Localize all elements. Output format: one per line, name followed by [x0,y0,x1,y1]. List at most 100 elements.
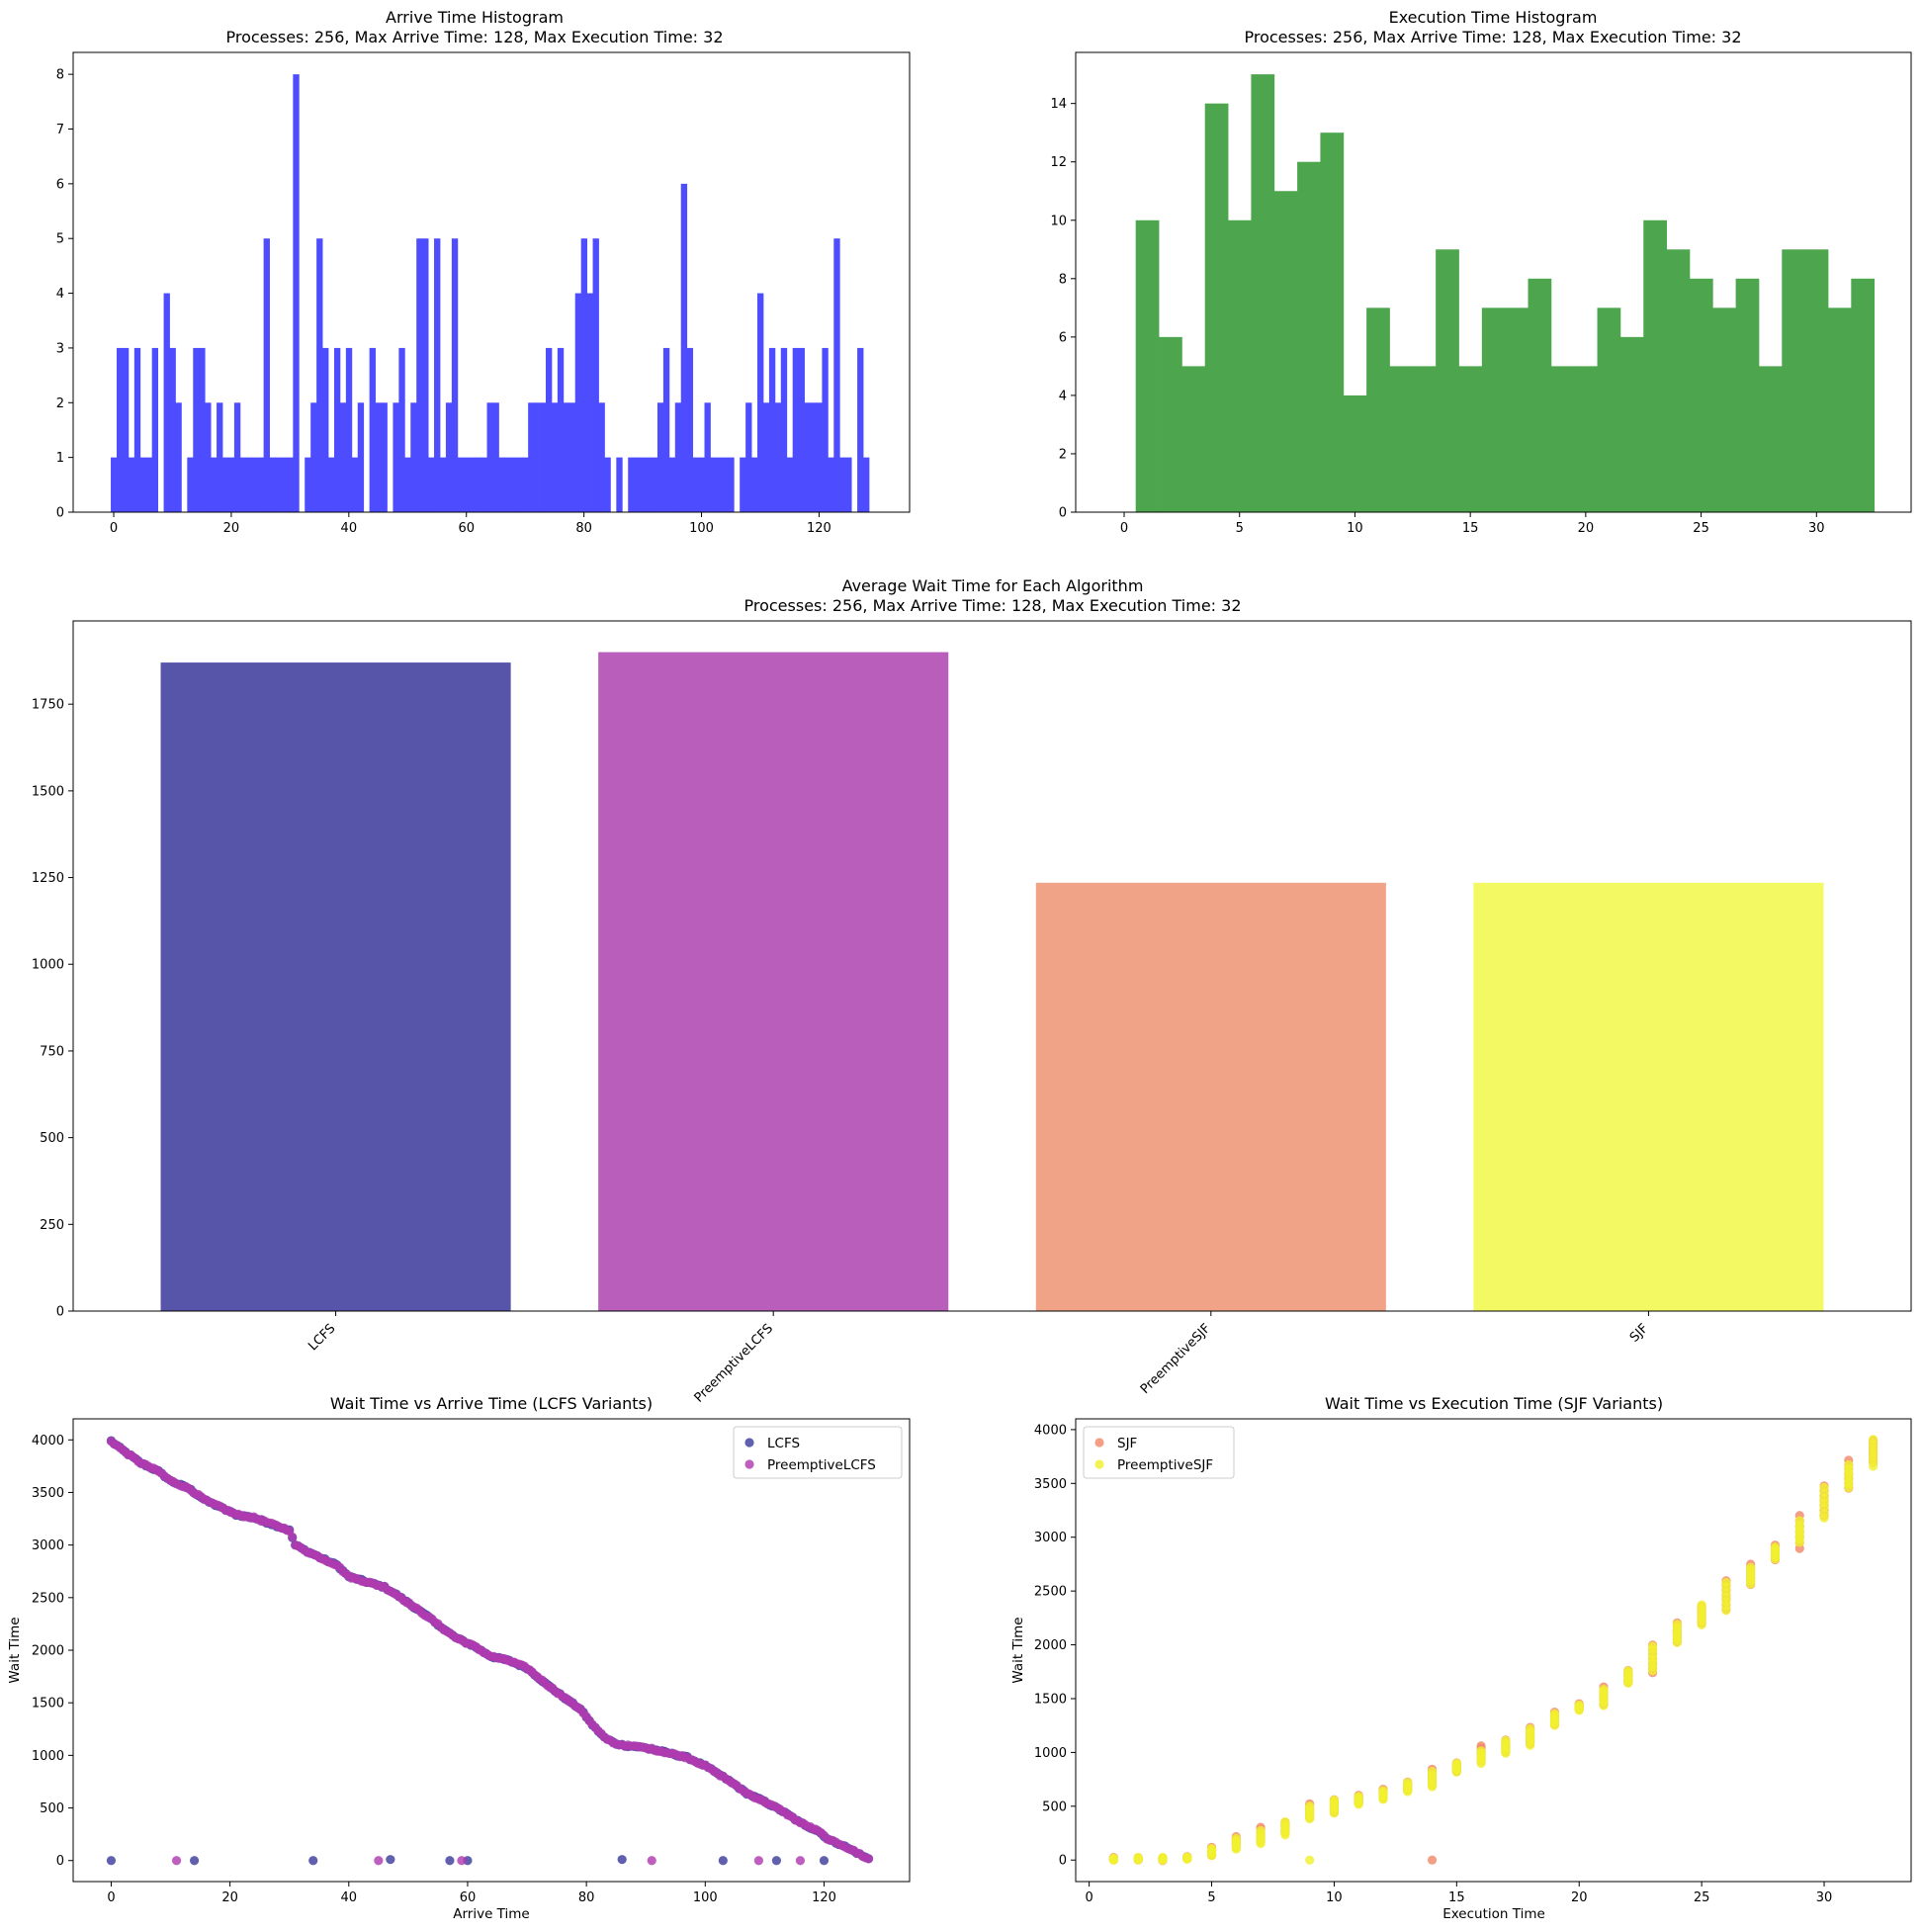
arrive_hist-ytick-label: 1 [56,451,64,466]
sjf-point-preemptivesjf [1329,1795,1340,1805]
avg-wait-ytick-label: 250 [40,1218,64,1233]
arrive_hist-bar [798,347,805,512]
sjf-legend: SJF PreemptiveSJF [1083,1426,1235,1479]
arrive_hist-bar [828,457,834,512]
sjf-scatter-xtick-label: 25 [1694,1890,1710,1905]
arrive_hist-ytick-label: 2 [56,396,64,411]
lcfs-scatter-title: Wait Time vs Arrive Time (LCFS Variants) [330,1394,653,1413]
exec_hist-xtick-label: 30 [1808,521,1825,536]
arrive_hist-bar [145,457,153,512]
arrive_hist-bar [492,402,499,512]
arrive_hist-bar [674,402,682,512]
exec_hist-bar [1436,249,1459,513]
arrive_hist-bar [762,402,770,512]
exec_hist-bar [1273,191,1298,512]
sjf-scatter-ytick-label: 500 [1042,1800,1067,1814]
exec_hist-bar [1643,220,1667,512]
sjf-point-preemptivesjf [1305,1801,1315,1811]
avg-wait-frame [72,620,1912,1312]
arrive_hist-bar [786,457,794,512]
arrive_hist-bar [751,457,758,512]
lcfs-point-preemptivelcfs [863,1854,874,1864]
arrive_hist-bar [863,457,870,512]
arrive_hist-bar [757,293,764,512]
sjf-scatter-ytick-label: 3500 [1034,1477,1067,1492]
arrive_hist-bar [187,457,194,512]
lcfs-point-lcfs [386,1855,395,1865]
lcfs-point-lcfs [617,1855,627,1865]
exec_hist-bar [1712,307,1736,512]
arrive_hist-bar [833,238,840,512]
lcfs-scatter-xtick-label: 100 [693,1890,718,1905]
exec_hist-xtick-label: 0 [1120,521,1128,536]
sjf-scatter-ytick-label: 3000 [1034,1531,1067,1545]
lcfs-scatter-ytick-label: 1000 [32,1749,64,1764]
avg-wait-ytick-label: 1250 [32,871,64,886]
arrive_hist-bar [592,238,599,512]
arrive_hist-bar [257,457,265,512]
arrive_hist-bar [281,457,288,512]
arrive_hist-bar [339,402,347,512]
arrive-hist-title-line1: Arrive Time Histogram [386,8,564,27]
sjf-scatter-xlabel: Execution Time [1442,1906,1545,1922]
sjf-point-preemptivesjf [1108,1853,1119,1864]
exec-hist-panel: Execution Time Histogram Processes: 256,… [1050,8,1912,536]
arrive-hist-panel: Arrive Time Histogram Processes: 256, Ma… [56,8,911,536]
sjf-point-preemptivesjf [1599,1685,1609,1695]
arrive_hist-bar [116,347,124,512]
arrive_hist-bar [728,457,735,512]
exec_hist-bar [1320,132,1345,512]
exec_hist-bar [1458,366,1483,512]
sjf-point-preemptivesjf [1672,1620,1682,1629]
arrive_hist-bar [628,457,635,512]
sjf-point-preemptivesjf [1501,1735,1511,1745]
arrive_hist-bar [316,238,323,512]
lcfs-point-lcfs [819,1856,830,1866]
avg-wait-title-line1: Average Wait Time for Each Algorithm [842,576,1144,595]
arrive_hist-bar [698,457,705,512]
arrive_hist-bar [245,457,253,512]
arrive_hist-bar [416,238,423,512]
avg-wait-ytick-label: 500 [40,1131,64,1146]
arrive_hist-bar [586,293,593,512]
sjf-point-preemptivesjf [1206,1843,1217,1854]
lcfs-legend: LCFS PreemptiveLCFS [733,1426,903,1479]
avg-wait-bar-lcfs [160,662,511,1311]
lcfs-scatter-plot: 0 20 40 60 80 100 120 0 500 1000 1500 2000 2500 3000 3… [32,1418,911,1905]
lcfs-legend-marker [744,1438,754,1448]
sjf-legend-box [1083,1426,1235,1479]
avg-wait-ytick-label: 750 [40,1044,64,1059]
arrive_hist-bar [217,402,223,512]
arrive_hist-ytick-label: 3 [56,341,64,356]
sjf-point-preemptivesjf [1794,1516,1804,1526]
arrive_hist-bar [540,402,547,512]
lcfs-legend-marker [744,1459,754,1469]
arrive_hist-bar [774,402,782,512]
sjf-scatter-plot: 0 5 10 15 20 25 30 0 500 1000 1500 2000 2500 3000 3500… [1034,1418,1912,1905]
lcfs-scatter-panel: Wait Time vs Arrive Time (LCFS Variants)… [7,1394,911,1922]
arrive_hist-bar [275,457,282,512]
arrive_hist-bar [263,238,270,512]
arrive_hist-bar [686,347,694,512]
sjf-scatter-ytick-label: 2000 [1034,1638,1067,1653]
sjf-point-preemptivesjf [1280,1817,1290,1827]
arrive_hist-bar [662,347,670,512]
sjf-point-preemptivesjf [1721,1577,1731,1588]
sjf-scatter-xtick-label: 10 [1326,1890,1343,1905]
arrive_hist-bar [211,457,218,512]
exec_hist-bar [1481,307,1506,512]
exec_hist-xtick-label: 25 [1693,521,1709,536]
arrive_hist-bar [251,457,259,512]
avg-wait-xtick-label: PreemptiveSJF [1138,1321,1214,1397]
sjf-point-preemptivesjf [1697,1600,1706,1610]
arrive_hist-bar [193,347,200,512]
lcfs-scatter-xtick-label: 40 [341,1890,358,1905]
lcfs-scatter-xtick-label: 80 [578,1890,595,1905]
arrive_hist-bar [740,457,746,512]
arrive_hist-bar [680,183,688,512]
arrive_hist-bar [457,457,465,512]
sjf-point-preemptivesjf [1476,1746,1486,1756]
sjf-scatter-xtick-label: 30 [1816,1890,1833,1905]
sjf-point-preemptivesjf [1378,1786,1388,1796]
arrive_hist-bar [504,457,511,512]
